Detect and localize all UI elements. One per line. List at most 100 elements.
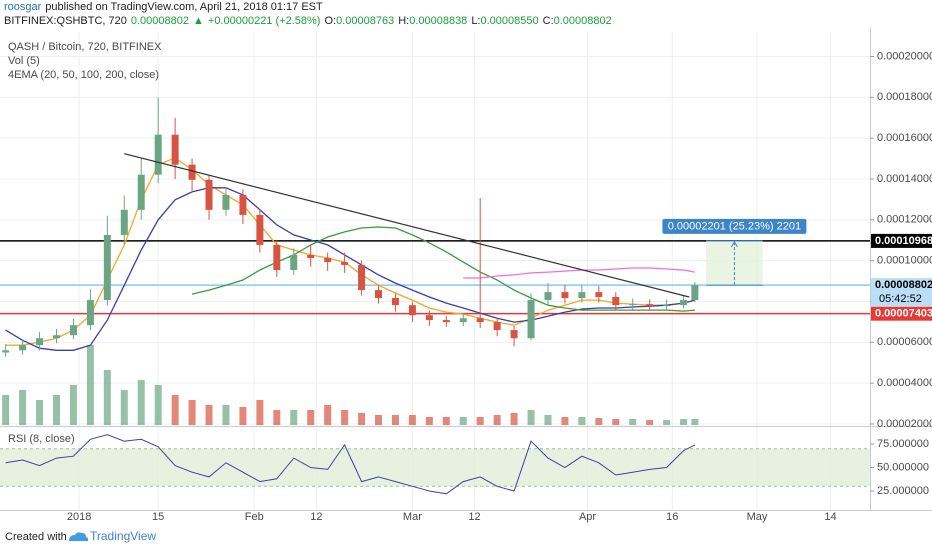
candle-body xyxy=(391,298,399,306)
volume-bar xyxy=(459,417,467,425)
volume-legend: Vol (5) xyxy=(8,55,40,67)
price-label: 0.00010968 xyxy=(875,235,932,247)
publish-line: roosgar published on TradingView.com, Ap… xyxy=(4,1,323,13)
x-tick-label: 12 xyxy=(310,511,322,523)
candle-body xyxy=(36,338,44,346)
price-label-box xyxy=(871,306,932,321)
volume-bar xyxy=(493,415,501,425)
ema-line xyxy=(5,157,696,346)
candle-body xyxy=(425,315,433,321)
ohlc-item: L:0.00008550 xyxy=(471,15,538,27)
candle-body xyxy=(103,234,111,301)
measure-label-box xyxy=(662,218,807,234)
volume-bar xyxy=(680,419,688,425)
ohlc-value: 0.00008802 xyxy=(553,15,612,27)
countdown: 05:42:52 xyxy=(879,293,922,305)
volume-bar xyxy=(69,385,77,425)
author[interactable]: roosgar xyxy=(4,1,42,13)
candle-body xyxy=(612,296,620,306)
volume-bar xyxy=(612,419,620,425)
chart-title: QASH / Bitcoin, 720, BITFINEX xyxy=(8,41,162,53)
ohlc-label: C: xyxy=(542,15,554,27)
candle-body xyxy=(595,292,603,297)
price-label: 0.00008802 xyxy=(875,279,932,291)
volume-bar xyxy=(442,417,450,425)
published: published on TradingView.com, April 21, … xyxy=(45,1,323,13)
measure-label: 0.00002201 (25.23%) 2201 xyxy=(668,220,801,232)
candle-body xyxy=(188,164,196,180)
candle-body xyxy=(256,214,264,245)
volume-bar xyxy=(154,385,162,425)
candle-body xyxy=(358,264,366,291)
volume-bar xyxy=(307,410,315,425)
volume-bar xyxy=(476,417,484,425)
candle-body xyxy=(222,194,230,210)
candle-body xyxy=(239,194,247,215)
volume-bar xyxy=(19,390,27,425)
rsi-tick-label: 75.000000 xyxy=(877,438,929,450)
volume-bar xyxy=(544,415,552,425)
volume-bar xyxy=(578,417,586,425)
ohlc-value: 0.00008550 xyxy=(480,15,539,27)
candle-body xyxy=(561,292,569,299)
ohlc-item: O:0.00008763 xyxy=(324,15,394,27)
candle-body xyxy=(510,330,518,339)
volume-bar xyxy=(510,413,518,425)
candle-body xyxy=(171,134,179,165)
ohlc-label: H: xyxy=(398,15,410,27)
footer-bg xyxy=(0,526,932,550)
ohlc-value: 0.00008838 xyxy=(409,15,468,27)
volume-bar xyxy=(341,410,349,425)
y-tick-label: 0.00016000 xyxy=(877,132,932,144)
volume-bar xyxy=(222,405,230,425)
price-label-box xyxy=(871,278,932,293)
candle-body xyxy=(273,244,281,271)
volume-bar xyxy=(358,413,366,425)
volume-bar xyxy=(205,405,213,425)
countdown-box xyxy=(871,292,932,307)
y-tick-label: 0.00010000 xyxy=(877,255,932,267)
ohlc-item: H:0.00008838 xyxy=(398,15,467,27)
quote-line: BITFINEX:QSHBTC, 720 0.00008802 ▲ +0.000… xyxy=(4,15,612,27)
ema-legend: 4EMA (20, 50, 100, 200, close) xyxy=(8,69,159,81)
y-tick-label: 0.00014000 xyxy=(877,173,932,185)
volume-bar xyxy=(375,415,383,425)
volume-bar xyxy=(137,380,145,425)
x-tick-label: 16 xyxy=(666,511,678,523)
volume-bar xyxy=(527,410,535,425)
y-tick-label: 0.00002000 xyxy=(877,418,932,430)
candle-body xyxy=(578,292,586,299)
rsi-tick-label: 50.000000 xyxy=(877,461,929,473)
rsi-band xyxy=(0,448,870,487)
volume-bar xyxy=(324,405,332,425)
y-tick-label: 0.00012000 xyxy=(877,214,932,226)
candle-body xyxy=(2,350,10,353)
volume-bar xyxy=(629,419,637,425)
candle-body xyxy=(493,322,501,331)
y-tick-label: 0.00006000 xyxy=(877,336,932,348)
price-label: 0.00007403 xyxy=(875,308,932,320)
volume-bar xyxy=(391,415,399,425)
x-tick-label: Apr xyxy=(579,511,596,523)
volume-bar xyxy=(239,407,247,425)
candle-body xyxy=(680,300,688,306)
candle-body xyxy=(137,174,145,210)
ohlc: O:0.00008763 H:0.00008838 L:0.00008550 C:0.… xyxy=(324,15,611,27)
volume-bar xyxy=(646,420,654,425)
price-label-box xyxy=(871,233,932,248)
candle-body xyxy=(476,318,484,323)
ohlc-label: L: xyxy=(471,15,481,27)
candle-body xyxy=(86,300,94,326)
candle-body xyxy=(691,285,699,301)
candle-body xyxy=(646,304,654,307)
volume-bar xyxy=(595,418,603,425)
volume-bar xyxy=(103,370,111,425)
candle-body xyxy=(154,134,162,175)
volume-bar xyxy=(561,417,569,425)
volume-bar xyxy=(188,400,196,425)
candle-body xyxy=(19,345,27,351)
volume-bar xyxy=(273,410,281,425)
candle-body xyxy=(52,335,60,339)
x-tick-label: Feb xyxy=(245,511,264,523)
footer-logo xyxy=(69,532,89,541)
